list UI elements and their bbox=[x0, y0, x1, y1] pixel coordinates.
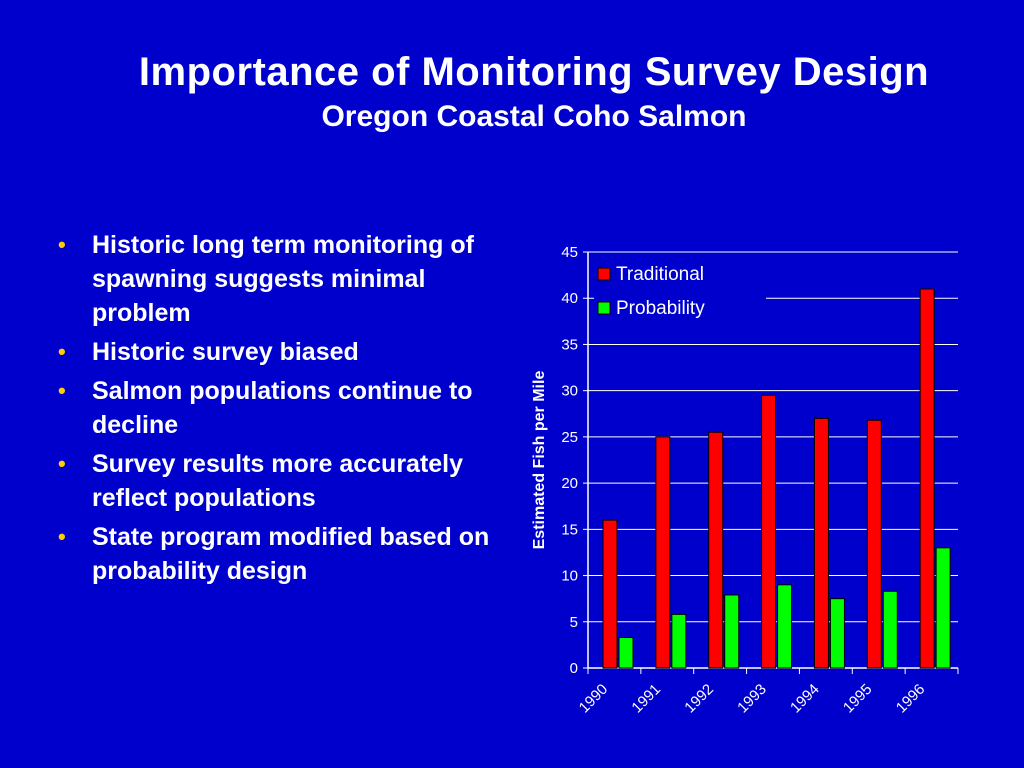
y-tick-label: 15 bbox=[561, 521, 578, 538]
y-tick-label: 20 bbox=[561, 475, 578, 492]
traditional-bar-1992 bbox=[708, 431, 724, 669]
traditional-bar-1990 bbox=[602, 519, 618, 669]
legend-box bbox=[594, 258, 766, 334]
bullet-icon: • bbox=[58, 339, 66, 364]
legend-swatch bbox=[597, 267, 611, 281]
traditional-bar-1996 bbox=[919, 288, 935, 669]
bar-chart: 0 5 10 15 20 25 30 35 40 45 1990 1991 1992 1993 1994 19… bbox=[531, 244, 959, 717]
traditional-bar-1991 bbox=[655, 436, 671, 669]
y-tick-label: 0 bbox=[570, 660, 578, 677]
bullet-icon: • bbox=[58, 451, 66, 476]
traditional-bar-1993 bbox=[761, 394, 777, 669]
legend-label: Traditional bbox=[616, 264, 704, 285]
x-tick-label: 1994 bbox=[787, 681, 823, 717]
probability-bar-1991 bbox=[671, 613, 687, 669]
x-tick-label: 1995 bbox=[840, 681, 876, 717]
x-tick-label: 1992 bbox=[681, 681, 717, 717]
y-tick-label: 5 bbox=[570, 614, 578, 631]
bullet-list: • Historic long term monitoring of spawni… bbox=[58, 228, 498, 593]
y-tick-label: 25 bbox=[561, 429, 578, 446]
bullet-item: • State program modified based on probabi… bbox=[58, 520, 498, 588]
slide-title: Importance of Monitoring Survey Design bbox=[138, 50, 930, 94]
bullet-icon: • bbox=[58, 524, 66, 549]
bullet-item: • Historic long term monitoring of spawni… bbox=[58, 228, 498, 330]
probability-bar-1990 bbox=[618, 636, 634, 669]
probability-bar-1993 bbox=[777, 584, 793, 669]
legend-label: Probability bbox=[616, 298, 705, 319]
bullet-icon: • bbox=[58, 232, 66, 257]
y-tick-label: 35 bbox=[561, 336, 578, 353]
x-tick-label: 1993 bbox=[734, 681, 770, 717]
probability-bar-1995 bbox=[882, 590, 898, 669]
bullet-item: • Salmon populations continue to decline bbox=[58, 374, 498, 442]
bullet-text: Salmon populations continue to decline bbox=[92, 377, 473, 439]
probability-bar-1992 bbox=[724, 594, 740, 669]
bullet-icon: • bbox=[58, 378, 66, 403]
bullet-text: Historic long term monitoring of spawnin… bbox=[92, 231, 474, 327]
x-tick-label: 1996 bbox=[893, 681, 929, 717]
probability-bar-1994 bbox=[829, 598, 845, 669]
bullet-text: Survey results more accurately reflect p… bbox=[92, 450, 464, 512]
traditional-bar-1995 bbox=[866, 419, 882, 669]
bullet-text: State program modified based on probabil… bbox=[92, 523, 490, 585]
slide-subtitle: Oregon Coastal Coho Salmon bbox=[321, 100, 747, 133]
y-tick-label: 40 bbox=[561, 290, 578, 307]
traditional-bar-1994 bbox=[813, 417, 829, 669]
probability-bar-1996 bbox=[935, 547, 951, 669]
bullet-item: • Historic survey biased bbox=[58, 335, 498, 369]
bullet-item: • Survey results more accurately reflect … bbox=[58, 447, 498, 515]
y-tick-label: 10 bbox=[561, 568, 578, 585]
bullet-text: Historic survey biased bbox=[92, 338, 359, 366]
y-tick-label: 30 bbox=[561, 383, 578, 400]
legend-swatch bbox=[597, 301, 611, 315]
x-tick-label: 1990 bbox=[576, 681, 612, 717]
y-axis-title: Estimated Fish per Mile bbox=[531, 371, 548, 550]
y-tick-label: 45 bbox=[561, 244, 578, 261]
x-tick-label: 1991 bbox=[628, 681, 664, 717]
